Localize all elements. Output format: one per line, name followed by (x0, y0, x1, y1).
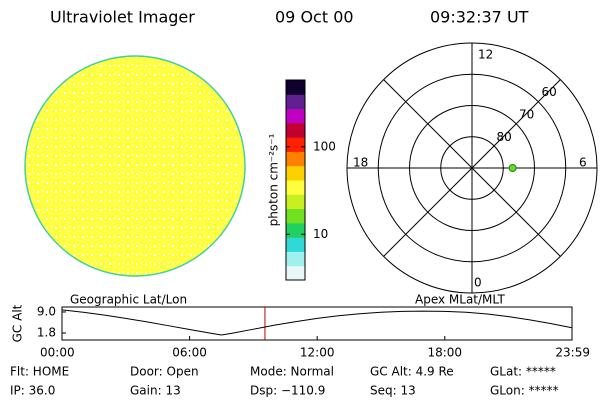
status-field: IP: 36.0 (10, 384, 55, 398)
y-tick-label: 1.8 (37, 325, 56, 339)
colorbar-segment (286, 237, 305, 252)
colorbar-segment (286, 151, 305, 167)
x-tick-label: 00:00 (40, 346, 75, 360)
status-field: Flt: HOME (10, 365, 69, 379)
earth-image (24, 55, 246, 277)
right-label: Apex MLat/MLT (415, 293, 505, 307)
colorbar-segment (286, 108, 305, 124)
mlt-label: 18 (353, 156, 368, 170)
colorbar-label: photon cm⁻²s⁻¹ (267, 133, 281, 226)
status-field: Mode: Normal (250, 365, 334, 379)
colorbar-tick-label: 10 (313, 227, 328, 241)
lat-label: 80 (497, 130, 512, 144)
y-axis-label: GC Alt (11, 304, 25, 342)
colorbar-tick-label: 100 (313, 139, 336, 153)
mlt-label: 12 (478, 48, 493, 62)
colorbar-segment (286, 137, 305, 152)
colorbar-segment (286, 165, 305, 181)
colorbar-segment (286, 222, 305, 238)
colorbar-segment (286, 80, 305, 95)
lat-label: 70 (519, 108, 534, 122)
mlt-label: 0 (474, 276, 482, 290)
x-tick-label: 18:00 (427, 346, 462, 360)
time: 09:32:37 UT (430, 8, 529, 27)
title: Ultraviolet Imager (50, 8, 195, 27)
polar-spoke (383, 79, 561, 257)
date: 09 Oct 00 (275, 8, 354, 27)
x-tick-label: 06:00 (172, 346, 207, 360)
left-label: Geographic Lat/Lon (70, 293, 187, 307)
y-tick-label: 9.0 (37, 304, 56, 318)
colorbar-segment (286, 265, 305, 281)
status-field: Door: Open (130, 365, 199, 379)
colorbar-segment (286, 208, 305, 224)
status-field: GLon: ***** (490, 384, 559, 398)
status-field: GC Alt: 4.9 Re (370, 365, 454, 379)
colorbar-frame (285, 79, 306, 281)
status-field: GLat: ***** (490, 365, 556, 379)
colorbar-segment (286, 194, 305, 210)
colorbar-segment (286, 180, 305, 195)
colorbar-segment (286, 122, 305, 138)
status-field: Dsp: −110.9 (250, 384, 325, 398)
spacecraft-position (508, 164, 517, 172)
lat-label: 60 (542, 85, 557, 99)
plot-frame (61, 306, 573, 341)
altitude-line (61, 309, 573, 336)
colorbar-segment (286, 251, 305, 267)
x-tick-label: 23:59 (555, 346, 590, 360)
status-field: Gain: 13 (130, 384, 181, 398)
x-tick-label: 12:00 (300, 346, 335, 360)
mlt-label: 6 (579, 156, 587, 170)
colorbar-segment (286, 94, 305, 110)
status-field: Seq: 13 (370, 384, 416, 398)
